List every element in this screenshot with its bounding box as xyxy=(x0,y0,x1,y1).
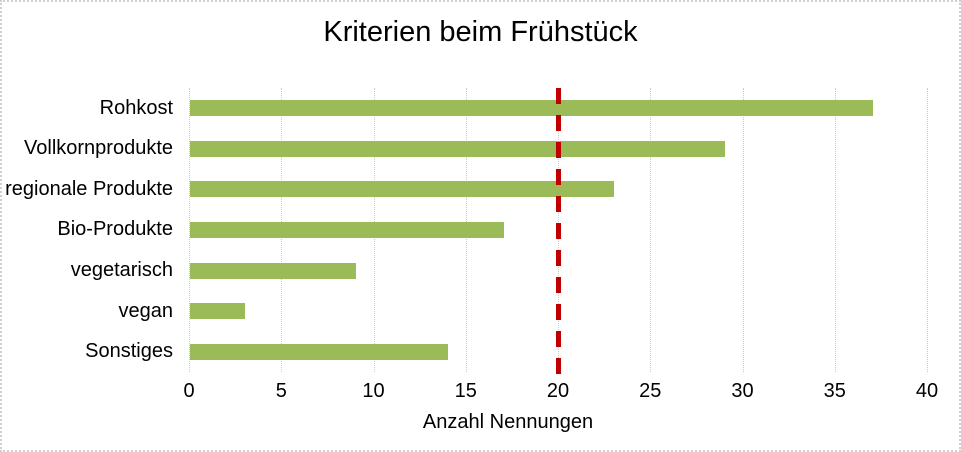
category-label: Sonstiges xyxy=(85,340,173,363)
x-tick-label: 15 xyxy=(454,380,477,402)
category-label: regionale Produkte xyxy=(5,177,173,200)
y-axis-line xyxy=(189,88,190,372)
category-label: vegetarisch xyxy=(70,259,173,282)
y-axis-labels: Rohkost Vollkornprodukte regionale Produkt… xyxy=(2,88,181,372)
category-label: Bio-Produkte xyxy=(57,218,173,241)
bar-sonstiges xyxy=(190,343,449,360)
bar-rohkost xyxy=(190,100,873,117)
bar-bio-produkte xyxy=(190,222,504,238)
x-tick-label: 40 xyxy=(915,380,939,402)
reference-line xyxy=(555,88,561,378)
x-tick-label: 10 xyxy=(362,380,385,402)
x-tick-label: 25 xyxy=(639,380,662,402)
bar-vegetarisch xyxy=(190,262,357,279)
category-label: Vollkornprodukte xyxy=(24,137,173,160)
x-axis-labels: 0 5 10 15 20 25 30 35 40 xyxy=(183,379,938,403)
gridline xyxy=(742,88,744,372)
chart-title: Kriterien beim Frühstück xyxy=(323,16,638,48)
category-label: Rohkost xyxy=(99,96,173,119)
x-tick-label: 35 xyxy=(823,380,846,402)
x-tick-label: 30 xyxy=(731,380,754,402)
bar-vollkornprodukte xyxy=(190,140,726,157)
x-tick-label: 0 xyxy=(183,380,195,402)
x-axis-title: Anzahl Nennungen xyxy=(422,411,594,433)
gridline xyxy=(834,88,836,372)
category-label: vegan xyxy=(118,299,174,322)
bar-regionale-produkte xyxy=(190,181,615,198)
bar-vegan xyxy=(190,303,246,320)
plot-area xyxy=(189,88,928,378)
gridline xyxy=(650,88,652,372)
x-tick-label: 20 xyxy=(546,380,570,402)
x-tick-label: 5 xyxy=(275,380,287,402)
gridline xyxy=(927,88,928,372)
